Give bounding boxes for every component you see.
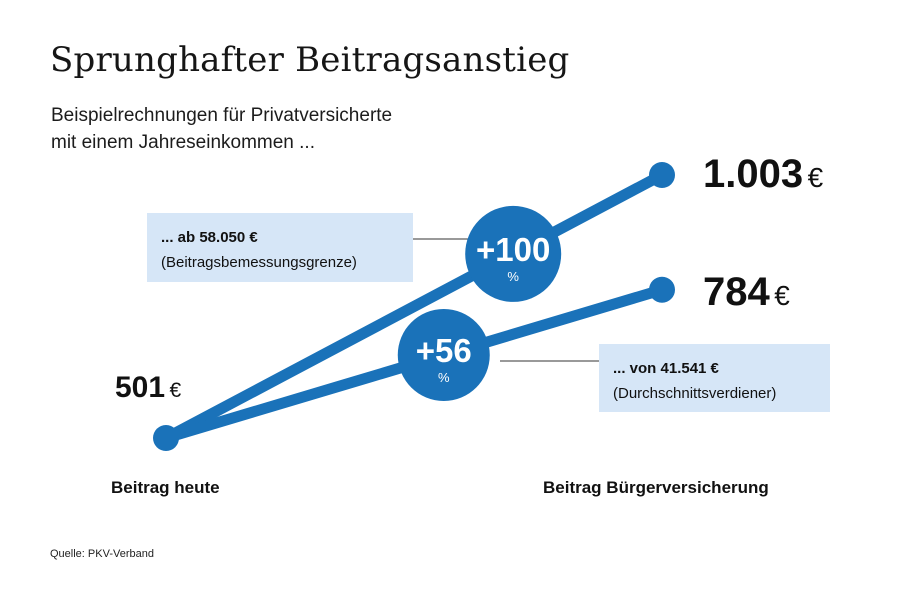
series-line-bbg [160, 169, 668, 444]
change-badge-average-value: +56 [416, 332, 472, 369]
callout-bbg-note: (Beitragsbemessungsgrenze) [161, 254, 357, 271]
series-end-point-bbg [649, 162, 675, 188]
series-start-point [153, 425, 179, 451]
value-label-average-number: 784 [703, 270, 770, 314]
change-badge-average [397, 308, 490, 401]
subtitle-line-1: Beispielrechnungen für Privatversicherte [51, 105, 393, 126]
value-label-start: 501 € [115, 371, 181, 405]
change-badge-bbg [465, 205, 562, 302]
value-label-bbg-number: 1.003 [703, 152, 804, 196]
callout-average-note: (Durchschnittsverdiener) [613, 385, 777, 402]
change-badge-average-unit: % [438, 370, 450, 385]
change-badge-bbg-unit: % [507, 269, 519, 284]
value-label-bbg-unit: € [807, 162, 824, 193]
value-label-average: 784 € [703, 270, 790, 315]
series-end-point-average [649, 276, 675, 303]
callout-average: ... von 41.541 € (Durchschnittsverdiener… [599, 344, 830, 412]
source-note: Quelle: PKV-Verband [50, 548, 154, 560]
x-label-buergerversicherung: Beitrag Bürgerversicherung [543, 478, 769, 497]
subtitle-line-2: mit einem Jahreseinkommen ... [51, 132, 315, 153]
chart-subtitle: Beispielrechnungen für Privatversicherte… [51, 102, 392, 156]
callout-bbg-title: ... ab 58.050 € [161, 229, 258, 246]
value-label-bbg: 1.003 € [703, 152, 823, 197]
callout-bbg: ... ab 58.050 € (Beitragsbemessungsgrenz… [147, 213, 413, 282]
chart-title: Sprunghafter Beitragsanstieg [50, 40, 570, 80]
callout-average-title: ... von 41.541 € [613, 360, 719, 377]
change-badge-bbg-value: +100 [476, 231, 550, 268]
value-label-average-unit: € [774, 280, 790, 311]
x-label-today: Beitrag heute [111, 478, 220, 497]
value-label-start-number: 501 [115, 371, 166, 404]
value-label-start-unit: € [169, 379, 182, 402]
